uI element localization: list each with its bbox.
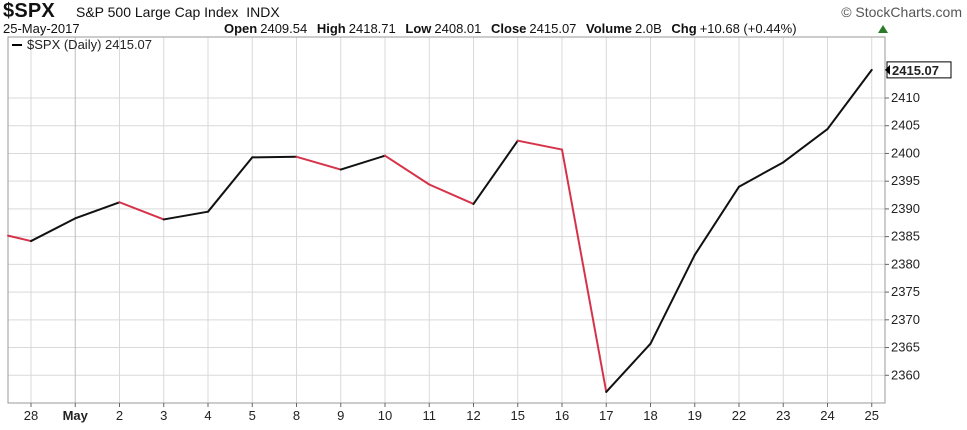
chart-date: 25-May-2017 [3, 21, 80, 36]
series-segment [649, 253, 696, 345]
series-segment [693, 185, 740, 256]
series-segment [472, 139, 519, 205]
grid-lines [8, 37, 885, 403]
high-label: High [316, 21, 346, 36]
y-tick-label: 2385 [891, 229, 920, 244]
x-tick-label: 8 [293, 408, 300, 423]
series-segment [782, 128, 829, 164]
y-tick-label: 2400 [891, 145, 920, 160]
x-tick-label-month: May [63, 408, 89, 423]
y-tick-label: 2375 [891, 284, 920, 299]
x-tick-label: 2 [116, 408, 123, 423]
ohlc-readout: Open 2409.54 High 2418.71 Low 2408.01 Close… [218, 21, 797, 36]
x-tick-label: 15 [511, 408, 525, 423]
stockcharts-logo: © StockCharts.com [841, 4, 962, 20]
x-tick-label: 11 [423, 408, 437, 423]
y-tick-label: 2405 [891, 118, 920, 133]
volume-label: Volume [586, 21, 633, 36]
x-tick-label: 19 [688, 408, 702, 423]
series-segment [251, 155, 298, 159]
legend-label: $SPX (Daily) 2415.07 [27, 37, 152, 52]
y-tick-label: 2365 [891, 340, 920, 355]
series-segment [384, 154, 431, 186]
change-value: +10.68 (+0.44%) [699, 21, 797, 36]
chart-header: $SPX S&P 500 Large Cap Index INDX 25-May… [0, 0, 967, 40]
x-tick-label: 16 [555, 408, 569, 423]
x-axis: 28 May 2 3 4 5 8 9 10 11 12 15 16 17 18 19 22 23 24 25 [24, 403, 879, 423]
up-arrow-icon [878, 25, 888, 33]
x-tick-label: 9 [337, 408, 344, 423]
series-segment [826, 68, 873, 131]
high-value: 2418.71 [348, 21, 396, 36]
x-tick-label: 18 [643, 408, 657, 423]
x-tick-label: 3 [160, 408, 167, 423]
y-tick-label: 2395 [891, 173, 920, 188]
x-tick-label: 28 [24, 408, 38, 423]
series-segment [30, 217, 77, 243]
change-label: Chg [671, 21, 697, 36]
series-segment [162, 210, 209, 221]
plot-border [7, 36, 886, 404]
series-segment [605, 342, 652, 393]
x-tick-label: 25 [865, 408, 879, 423]
y-tick-label: 2390 [891, 201, 920, 216]
series-segment [295, 155, 342, 171]
last-value-pointer [885, 64, 890, 75]
series-segment [7, 234, 32, 243]
series-segment [428, 183, 475, 205]
series-segment [561, 148, 608, 393]
series-segment [738, 161, 785, 188]
open-label: Open [224, 21, 258, 36]
y-tick-label: 2410 [891, 90, 920, 105]
low-label: Low [405, 21, 432, 36]
series-segment [74, 201, 121, 220]
index-name: S&P 500 Large Cap Index INDX [76, 4, 280, 20]
exchange-code: INDX [246, 4, 280, 20]
y-tick-label: 2380 [891, 256, 920, 271]
x-tick-label: 4 [204, 408, 211, 423]
close-label: Close [491, 21, 527, 36]
index-full-name: S&P 500 Large Cap Index [76, 4, 239, 20]
chart-legend: $SPX (Daily) 2415.07 [12, 37, 152, 52]
x-tick-label: 5 [249, 408, 256, 423]
series-segment [118, 201, 165, 221]
close-value: 2415.07 [529, 21, 577, 36]
low-value: 2408.01 [434, 21, 482, 36]
series-segment [339, 154, 386, 171]
x-tick-label: 24 [820, 408, 834, 423]
series-segment [516, 139, 563, 151]
y-tick-label: 2370 [891, 312, 920, 327]
x-tick-label: 10 [378, 408, 392, 423]
x-tick-label: 12 [466, 408, 480, 423]
series-segment [207, 156, 254, 213]
x-tick-label: 22 [732, 408, 746, 423]
plot-frame [7, 36, 886, 404]
volume-value: 2.0B [635, 21, 662, 36]
ticker-symbol: $SPX [3, 0, 55, 22]
price-series [7, 68, 873, 393]
x-tick-label: 23 [776, 408, 790, 423]
y-tick-label: 2360 [891, 367, 920, 382]
last-value-label: 2415.07 [892, 63, 939, 78]
x-tick-label: 17 [599, 408, 613, 423]
open-value: 2409.54 [260, 21, 308, 36]
y-axis: 2360 2365 2370 2375 2380 2385 2390 2395 2400 2405… [885, 61, 952, 382]
